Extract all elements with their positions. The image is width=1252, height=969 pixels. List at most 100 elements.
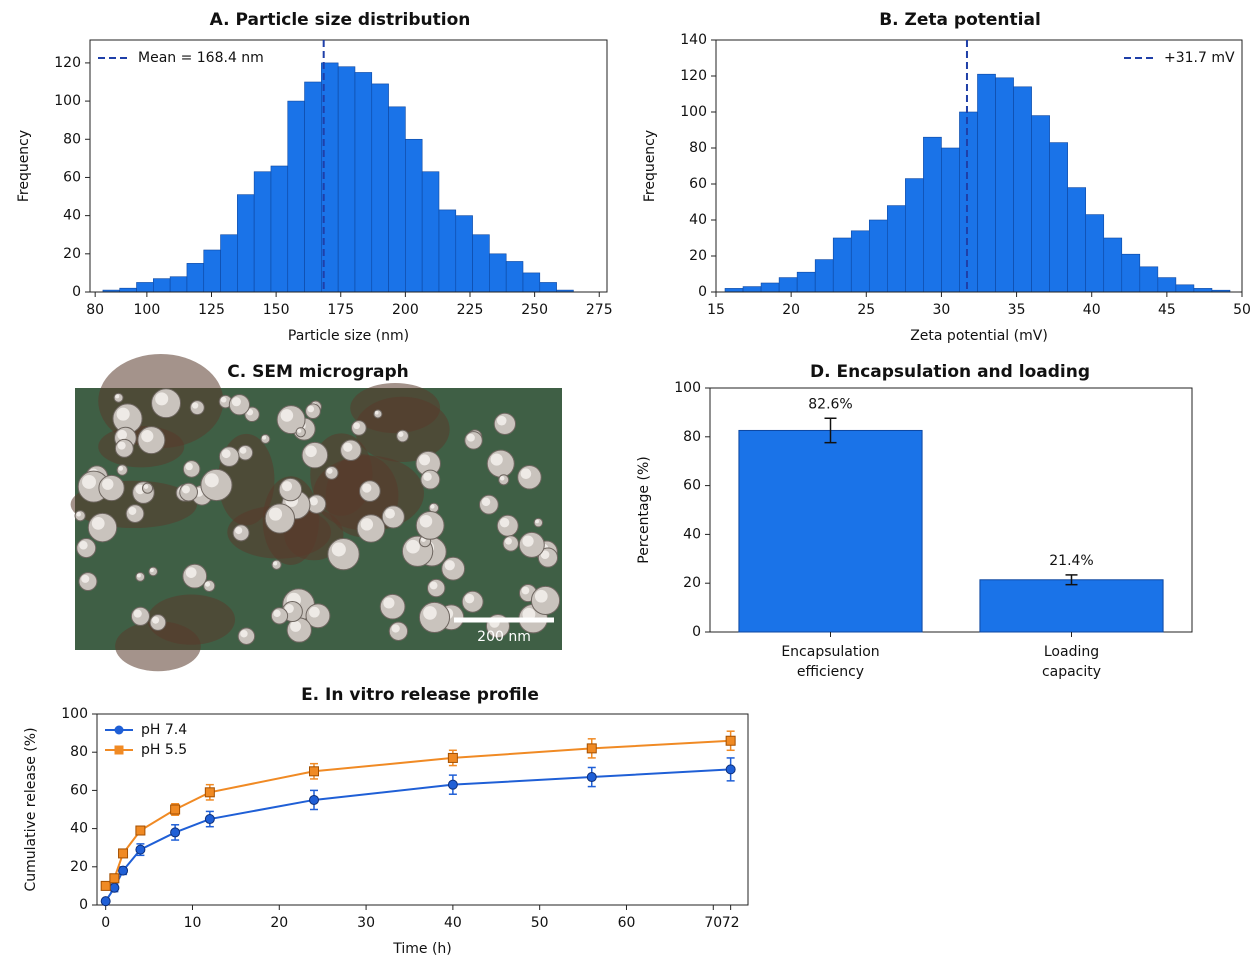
x-tick-label: 225	[457, 302, 484, 318]
shadow-patch	[147, 594, 236, 645]
x-tick-label: Loading capacity	[1041, 644, 1102, 680]
y-tick-label: 100	[61, 706, 88, 722]
particle-highlight	[505, 537, 512, 545]
marker	[725, 764, 736, 775]
particle-highlight	[419, 454, 431, 466]
particle-highlight	[155, 392, 169, 406]
y-tick-label: 80	[683, 429, 701, 445]
particle-highlight	[284, 604, 294, 614]
marker	[309, 794, 319, 805]
y-tick-label: 60	[683, 478, 701, 494]
particle-highlight	[204, 473, 219, 488]
x-tick-label: 45	[1158, 302, 1176, 318]
histogram-bar	[304, 81, 322, 293]
legend-marker	[114, 725, 124, 735]
particle-highlight	[481, 497, 491, 507]
particle-highlight	[192, 402, 199, 409]
histogram-bar	[388, 106, 406, 293]
y-tick-label: 60	[70, 782, 88, 798]
histogram-bar	[1031, 115, 1050, 293]
particle-highlight	[118, 466, 124, 471]
particle-highlight	[239, 447, 247, 454]
x-tick-label: 10	[184, 915, 202, 931]
legend-label: +31.7 mV	[1164, 50, 1235, 66]
x-tick-label: 20	[270, 915, 288, 931]
particle-highlight	[353, 422, 360, 430]
particle-highlight	[444, 560, 455, 571]
series-line	[105, 739, 731, 887]
marker	[586, 772, 597, 783]
histogram-bar	[421, 171, 440, 293]
particle-highlight	[374, 410, 379, 415]
x-axis-label: Zeta potential (mV)	[910, 328, 1048, 344]
x-tick-label: 20	[782, 302, 800, 318]
particle-highlight	[205, 581, 211, 587]
particle-highlight	[143, 484, 149, 489]
y-tick-label: 20	[683, 575, 701, 591]
histogram-bar	[203, 249, 221, 293]
x-tick-label: 25	[857, 302, 875, 318]
particle-highlight	[331, 542, 346, 557]
histogram-bar	[1085, 214, 1105, 293]
particle-highlight	[81, 574, 90, 583]
particle-highlight	[326, 468, 333, 474]
x-tick-label: 30	[933, 302, 951, 318]
particle-highlight	[280, 409, 294, 422]
histogram-bar	[505, 261, 524, 293]
histogram-bar	[1121, 253, 1141, 293]
x-tick-label: 50	[531, 915, 549, 931]
shadow-patch	[354, 396, 450, 463]
particle-highlight	[309, 497, 318, 506]
particle-highlight	[430, 504, 435, 509]
histogram-bar	[220, 234, 238, 293]
histogram-bar	[1175, 284, 1195, 293]
histogram-bar	[119, 287, 137, 293]
particle-highlight	[423, 472, 432, 481]
value-label: 21.4%	[1049, 553, 1093, 569]
x-tick-label: 40	[444, 915, 462, 931]
particle-highlight	[235, 526, 243, 535]
y-tick-label: 100	[674, 380, 701, 396]
particle-highlight	[496, 415, 507, 426]
marker	[118, 865, 129, 876]
x-tick-label: Encapsulation efficiency	[781, 644, 880, 680]
particle-highlight	[116, 407, 130, 421]
x-axis-label: Time (h)	[392, 941, 452, 957]
particle-highlight	[149, 568, 154, 573]
particle-highlight	[466, 433, 475, 442]
x-tick-label: 175	[327, 302, 354, 318]
particle-highlight	[76, 511, 81, 517]
legend-label: pH 5.5	[141, 742, 187, 758]
particle-highlight	[220, 396, 227, 403]
particle-highlight	[490, 453, 503, 466]
x-axis-label: Particle size (nm)	[288, 328, 409, 344]
particle-highlight	[290, 620, 302, 632]
histogram-bar	[270, 165, 289, 293]
y-tick-label: 0	[698, 284, 707, 300]
particle-highlight	[231, 397, 241, 407]
histogram-bar	[778, 277, 798, 293]
histogram-bar	[438, 209, 457, 293]
particle-highlight	[181, 485, 190, 494]
histogram-bar	[371, 83, 389, 293]
y-tick-label: 40	[70, 821, 88, 837]
y-tick-label: 120	[54, 55, 81, 71]
y-tick-label: 40	[683, 526, 701, 542]
particle-highlight	[309, 606, 320, 618]
histogram-bar	[169, 276, 188, 293]
histogram-bar	[923, 136, 942, 293]
chart-title: C. SEM micrograph	[227, 362, 409, 382]
particle-highlight	[343, 442, 353, 452]
particle-highlight	[136, 573, 141, 578]
y-tick-label: 20	[63, 246, 81, 262]
x-tick-label-box: Loading capacity	[1041, 644, 1102, 680]
marker	[100, 896, 111, 907]
x-tick-label: 125	[198, 302, 225, 318]
x-tick-label: 250	[521, 302, 548, 318]
marker	[204, 814, 215, 825]
particle-highlight	[133, 609, 142, 618]
histogram-bar	[153, 278, 171, 293]
x-tick-label: 40	[1083, 302, 1101, 318]
y-tick-label: 80	[70, 744, 88, 760]
